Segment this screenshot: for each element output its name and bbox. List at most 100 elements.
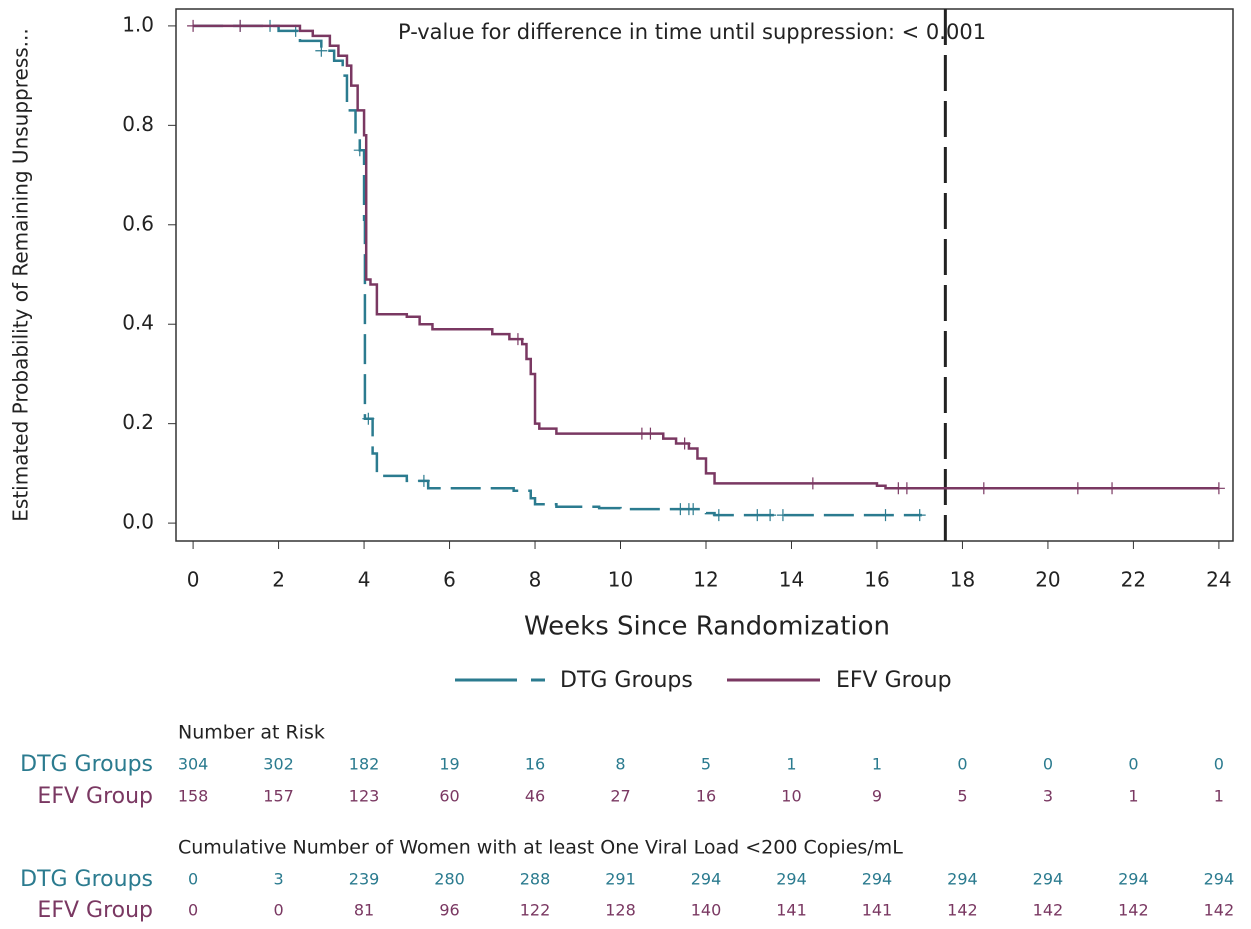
table-value: 1 — [872, 755, 882, 774]
table-value: 302 — [263, 755, 294, 774]
censor-mark — [511, 333, 524, 346]
censor-mark — [187, 19, 200, 32]
table-value: 1 — [1128, 787, 1138, 806]
table-value: 294 — [1033, 870, 1064, 889]
table-value: 158 — [178, 787, 209, 806]
legend-label: DTG Groups — [560, 668, 693, 693]
table-value: 142 — [1204, 901, 1235, 920]
table-value: 0 — [188, 901, 198, 920]
y-tick-label: 0.4 — [122, 311, 154, 335]
x-tick-label: 18 — [950, 568, 975, 592]
y-tick-label: 0.6 — [122, 211, 154, 235]
censor-mark — [764, 509, 777, 522]
x-tick-label: 14 — [779, 568, 804, 592]
table-value: 5 — [701, 755, 711, 774]
table-value: 27 — [610, 787, 630, 806]
y-tick-label: 0.0 — [122, 510, 154, 534]
x-tick-label: 8 — [529, 568, 542, 592]
x-tick-label: 16 — [864, 568, 889, 592]
censor-mark — [687, 503, 700, 516]
x-tick-label: 4 — [358, 568, 371, 592]
table-value: 291 — [605, 870, 636, 889]
censor-mark — [712, 509, 725, 522]
x-tick-label: 10 — [608, 568, 633, 592]
y-tick-label: 0.2 — [122, 410, 154, 434]
table-value: 46 — [525, 787, 545, 806]
table-value: 122 — [520, 901, 551, 920]
plot-frame — [175, 8, 1234, 542]
table-value: 0 — [1214, 755, 1224, 774]
censor-mark — [1212, 482, 1225, 495]
censor-mark — [900, 482, 913, 495]
censor-mark — [751, 509, 764, 522]
y-tick-label: 1.0 — [122, 12, 154, 36]
censor-mark — [879, 509, 892, 522]
x-tick-label: 12 — [693, 568, 718, 592]
table-value: 140 — [691, 901, 722, 920]
table-value: 8 — [615, 755, 625, 774]
row-label: DTG Groups — [20, 752, 153, 777]
censor-mark — [362, 412, 375, 425]
table-value: 5 — [957, 787, 967, 806]
censor-mark — [913, 509, 926, 522]
table-value: 16 — [525, 755, 545, 774]
survival-curve — [193, 24, 1219, 490]
survival-curve — [193, 24, 922, 517]
annotation: P-value for difference in time until sup… — [398, 20, 986, 44]
censor-mark — [234, 19, 247, 32]
table-value: 0 — [957, 755, 967, 774]
table-value: 288 — [520, 870, 551, 889]
censor-mark — [644, 427, 657, 440]
table-value: 294 — [776, 870, 807, 889]
table-value: 141 — [776, 901, 807, 920]
table-value: 157 — [263, 787, 294, 806]
table-value: 304 — [178, 755, 209, 774]
table-value: 294 — [947, 870, 978, 889]
table-value: 60 — [439, 787, 459, 806]
table-value: 128 — [605, 901, 636, 920]
x-axis-title: Weeks Since Randomization — [524, 612, 890, 642]
table-value: 142 — [1118, 901, 1149, 920]
table-value: 0 — [1128, 755, 1138, 774]
table-value: 142 — [947, 901, 978, 920]
x-tick-label: 2 — [272, 568, 285, 592]
censor-mark — [353, 144, 366, 157]
table-title: Number at Risk — [178, 722, 325, 744]
censor-mark — [776, 509, 789, 522]
row-label: DTG Groups — [20, 867, 153, 892]
x-tick-label: 6 — [443, 568, 456, 592]
table-value: 182 — [349, 755, 380, 774]
table-value: 294 — [691, 870, 722, 889]
y-axis-title: Estimated Probability of Remaining Unsup… — [9, 28, 33, 521]
table-value: 0 — [188, 870, 198, 889]
censor-mark — [806, 477, 819, 490]
table-value: 141 — [862, 901, 893, 920]
table-value: 3 — [1043, 787, 1053, 806]
censor-mark — [1071, 482, 1084, 495]
table-value: 9 — [872, 787, 882, 806]
table-value: 239 — [349, 870, 380, 889]
x-tick-label: 20 — [1035, 568, 1060, 592]
table-value: 142 — [1033, 901, 1064, 920]
censor-mark — [1106, 482, 1119, 495]
table-value: 294 — [1204, 870, 1235, 889]
table-value: 0 — [273, 901, 283, 920]
table-value: 1 — [786, 755, 796, 774]
x-tick-label: 22 — [1121, 568, 1146, 592]
table-value: 16 — [696, 787, 716, 806]
censor-mark — [977, 482, 990, 495]
table-title: Cumulative Number of Women with at least… — [178, 837, 903, 859]
table-value: 294 — [862, 870, 893, 889]
table-value: 123 — [349, 787, 380, 806]
censor-mark — [315, 44, 328, 57]
table-value: 96 — [439, 901, 459, 920]
table-value: 1 — [1214, 787, 1224, 806]
table-value: 19 — [439, 755, 459, 774]
row-label: EFV Group — [37, 898, 153, 923]
table-value: 294 — [1118, 870, 1149, 889]
table-value: 280 — [434, 870, 465, 889]
x-tick-label: 0 — [187, 568, 200, 592]
table-value: 81 — [354, 901, 374, 920]
y-tick-label: 0.8 — [122, 112, 154, 136]
